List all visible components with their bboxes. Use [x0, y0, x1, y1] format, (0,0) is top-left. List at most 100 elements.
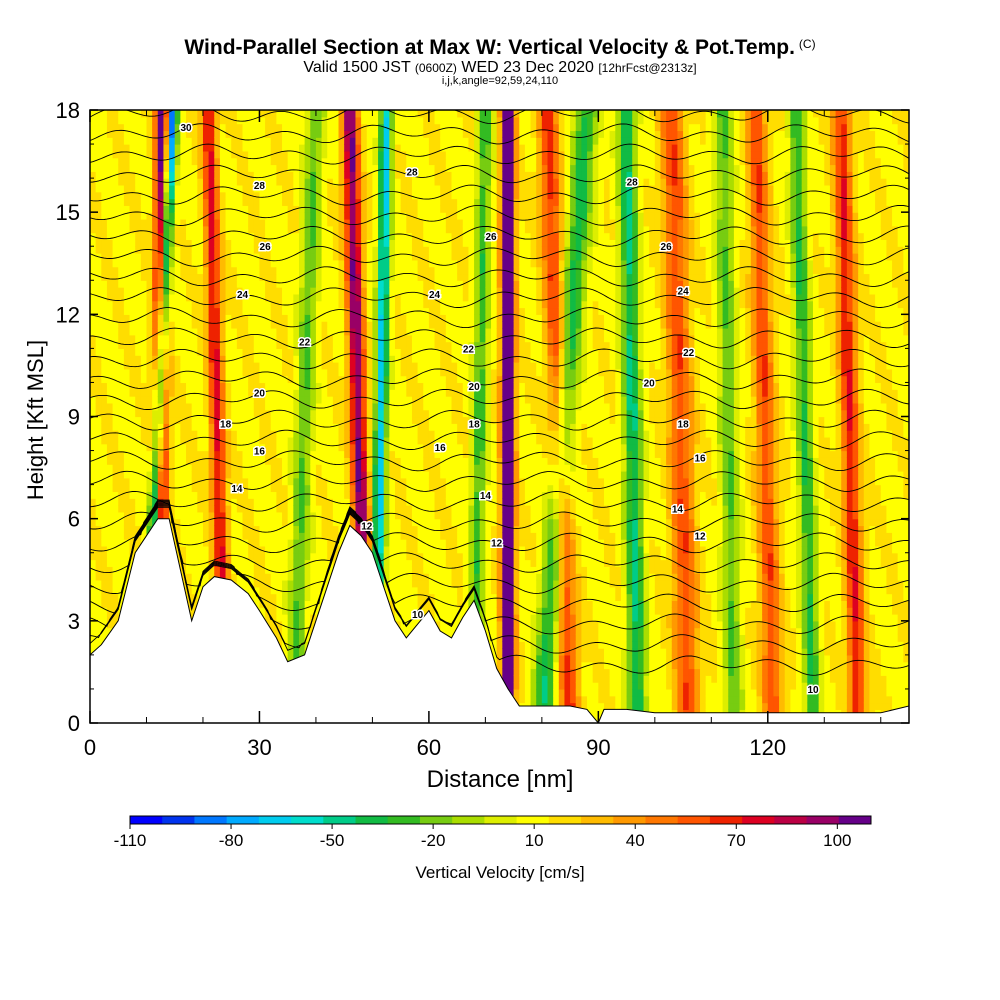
- velocity-cell: [180, 253, 187, 261]
- velocity-cell: [321, 348, 328, 356]
- velocity-cell: [304, 423, 311, 431]
- velocity-cell: [135, 382, 142, 390]
- velocity-cell: [344, 116, 351, 125]
- velocity-cell: [383, 416, 390, 424]
- velocity-cell: [174, 402, 181, 411]
- velocity-cell: [298, 600, 306, 608]
- velocity-cell: [327, 334, 334, 343]
- velocity-cell: [287, 477, 294, 486]
- velocity-cell: [163, 225, 170, 234]
- velocity-cell: [321, 586, 328, 595]
- velocity-cell: [304, 218, 311, 227]
- velocity-cell: [180, 116, 187, 125]
- velocity-cell: [231, 334, 238, 343]
- velocity-cell: [129, 191, 136, 200]
- velocity-cell: [310, 218, 317, 227]
- velocity-cell: [129, 334, 136, 343]
- velocity-cell: [349, 355, 357, 363]
- velocity-cell: [383, 171, 390, 179]
- velocity-cell: [282, 110, 289, 118]
- velocity-cell: [95, 525, 102, 533]
- velocity-cell: [112, 307, 119, 315]
- velocity-cell: [253, 457, 261, 465]
- velocity-cell: [186, 150, 193, 159]
- velocity-cell: [191, 300, 198, 309]
- velocity-cell: [293, 314, 300, 322]
- velocity-cell: [236, 545, 244, 554]
- velocity-cell: [236, 232, 244, 241]
- velocity-cell: [349, 423, 357, 431]
- velocity-cell: [282, 212, 289, 220]
- velocity-cell: [202, 389, 210, 397]
- velocity-cell: [282, 518, 289, 527]
- velocity-cell: [355, 307, 362, 315]
- velocity-cell: [378, 532, 385, 540]
- velocity-cell: [140, 307, 148, 315]
- velocity-cell: [344, 457, 351, 465]
- velocity-cell: [180, 450, 187, 458]
- velocity-cell: [140, 225, 148, 234]
- velocity-cell: [180, 396, 187, 404]
- velocity-cell: [231, 150, 238, 159]
- velocity-cell: [112, 341, 119, 349]
- velocity-cell: [321, 450, 328, 458]
- velocity-cell: [101, 368, 108, 377]
- velocity-cell: [355, 314, 362, 322]
- velocity-cell: [129, 239, 136, 247]
- velocity-cell: [169, 157, 176, 166]
- velocity-cell: [361, 259, 368, 268]
- velocity-cell: [378, 184, 385, 193]
- velocity-cell: [174, 314, 181, 322]
- velocity-cell: [265, 368, 272, 377]
- velocity-cell: [129, 464, 136, 472]
- velocity-cell: [378, 477, 385, 486]
- velocity-cell: [383, 402, 390, 411]
- velocity-cell: [208, 327, 215, 336]
- velocity-cell: [378, 470, 385, 479]
- velocity-cell: [163, 409, 170, 418]
- velocity-cell: [287, 491, 294, 499]
- velocity-cell: [123, 389, 131, 397]
- velocity-cell: [315, 402, 323, 411]
- velocity-cell: [129, 150, 136, 159]
- velocity-cell: [282, 300, 289, 309]
- velocity-cell: [332, 266, 340, 275]
- velocity-cell: [242, 423, 249, 431]
- velocity-cell: [310, 545, 317, 554]
- velocity-cell: [276, 484, 283, 493]
- velocity-cell: [180, 532, 187, 540]
- velocity-cell: [378, 518, 385, 527]
- velocity-cell: [287, 110, 294, 118]
- velocity-cell: [106, 368, 114, 377]
- velocity-cell: [135, 484, 142, 493]
- velocity-cell: [315, 266, 323, 275]
- velocity-cell: [344, 450, 351, 458]
- velocity-cell: [112, 273, 119, 281]
- velocity-cell: [310, 266, 317, 275]
- velocity-cell: [304, 614, 311, 622]
- velocity-cell: [383, 443, 390, 452]
- velocity-cell: [231, 382, 238, 390]
- velocity-cell: [197, 430, 204, 438]
- velocity-cell: [321, 464, 328, 472]
- velocity-cell: [253, 525, 261, 533]
- velocity-cell: [395, 498, 402, 506]
- velocity-cell: [355, 191, 362, 200]
- velocity-cell: [101, 573, 108, 581]
- velocity-cell: [282, 539, 289, 547]
- velocity-cell: [310, 566, 317, 574]
- velocity-cell: [389, 389, 396, 397]
- velocity-cell: [208, 470, 215, 479]
- velocity-cell: [372, 287, 379, 295]
- velocity-cell: [180, 389, 187, 397]
- velocity-cell: [101, 164, 108, 172]
- velocity-cell: [129, 525, 136, 533]
- velocity-cell: [304, 253, 311, 261]
- velocity-cell: [101, 171, 108, 179]
- velocity-cell: [236, 498, 244, 506]
- velocity-cell: [123, 110, 131, 118]
- velocity-cell: [129, 123, 136, 132]
- velocity-cell: [118, 355, 125, 363]
- velocity-cell: [202, 123, 210, 132]
- velocity-cell: [129, 532, 136, 540]
